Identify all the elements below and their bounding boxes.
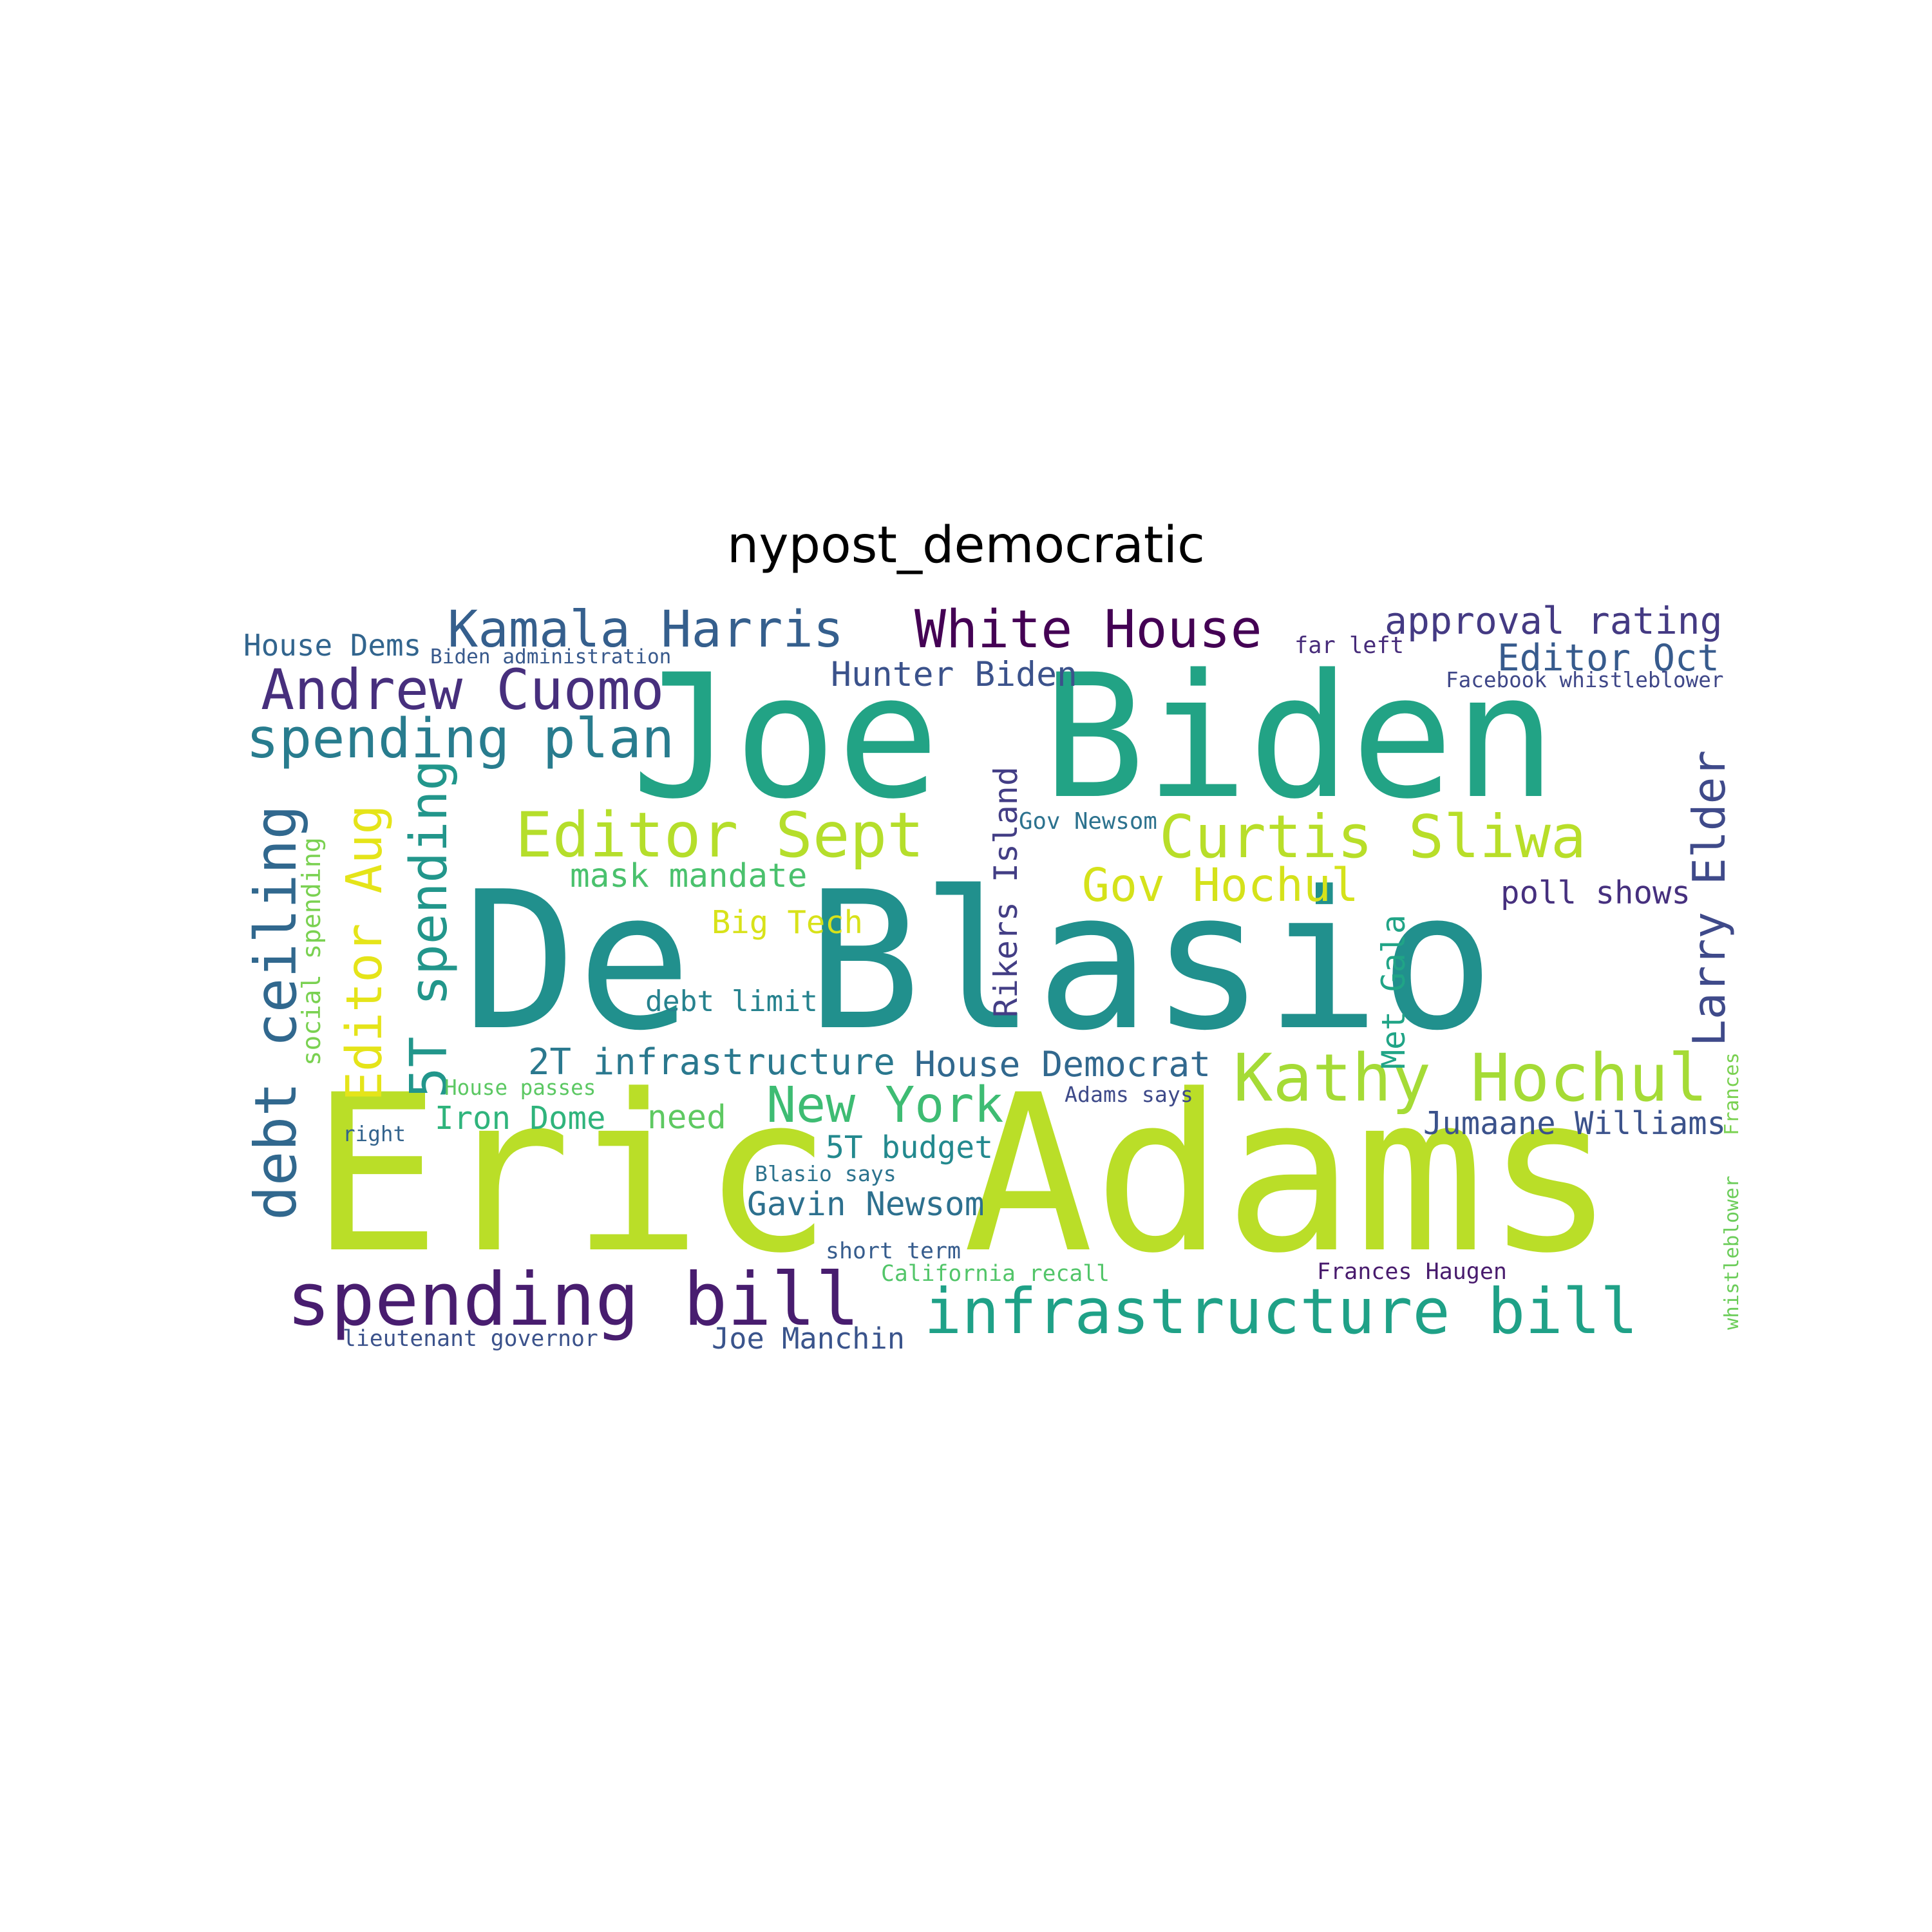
- word-curtis-sliwa: Curtis Sliwa: [1159, 802, 1587, 872]
- word-editor-sept: Editor Sept: [515, 799, 925, 871]
- word-editor-oct: Editor Oct: [1497, 636, 1719, 680]
- word-frances-haugen: Frances Haugen: [1317, 1259, 1508, 1285]
- word-rikers-island: Rikers Island: [987, 766, 1025, 1018]
- word-short-term: short term: [826, 1238, 961, 1264]
- word-kamala-harris: Kamala Harris: [448, 600, 844, 659]
- word-whistleblower: whistleblower: [1720, 1175, 1743, 1330]
- word-approval-rating: approval rating: [1385, 598, 1723, 643]
- word-gov-newsom: Gov Newsom: [1019, 808, 1157, 835]
- word-white-house: White House: [914, 598, 1262, 660]
- word-mask-mandate: mask mandate: [570, 857, 808, 895]
- word-hunter-biden: Hunter Biden: [831, 655, 1077, 695]
- word-right: right: [343, 1121, 406, 1146]
- word-big-tech: Big Tech: [712, 904, 864, 941]
- word-5t-spending: 5T spending: [399, 759, 459, 1098]
- word-debt-ceiling: debt ceiling: [242, 804, 310, 1220]
- word-spending-plan: spending plan: [246, 707, 675, 771]
- word-adams-says: Adams says: [1065, 1082, 1193, 1108]
- word-biden-administration: Biden administration: [430, 645, 672, 669]
- word-need: need: [647, 1098, 726, 1137]
- word-2t-infrastructure: 2T infrastructure: [528, 1041, 895, 1084]
- word-joe-manchin: Joe Manchin: [712, 1321, 905, 1356]
- word-debt-limit: debt limit: [645, 985, 818, 1018]
- word-de-blasio: De Blasio: [462, 850, 1495, 1073]
- word-facebook-whistleblower: Facebook whistleblower: [1446, 667, 1724, 692]
- word-5t-budget: 5T budget: [826, 1130, 994, 1166]
- word-infrastructure-bill: infrastructure bill: [924, 1275, 1638, 1349]
- word-house-democrat: House Democrat: [914, 1043, 1211, 1085]
- figure-title: nypost_democratic: [726, 516, 1206, 574]
- word-met-gala: Met Gala: [1375, 914, 1413, 1069]
- word-lieutenant-governor: lieutenant governor: [343, 1325, 598, 1352]
- word-house-dems: House Dems: [243, 627, 422, 663]
- word-social-spending: social spending: [297, 837, 327, 1066]
- word-frances: Frances: [1720, 1052, 1743, 1135]
- word-iron-dome: Iron Dome: [435, 1099, 606, 1137]
- word-andrew-cuomo: Andrew Cuomo: [261, 658, 665, 723]
- word-larry-elder: Larry Elder: [1683, 750, 1736, 1046]
- word-new-york: New York: [766, 1077, 1004, 1135]
- word-house-passes: House passes: [444, 1075, 596, 1100]
- word-editor-aug: Editor Aug: [336, 804, 394, 1101]
- word-blasio-says: Blasio says: [755, 1161, 896, 1187]
- word-gavin-newsom: Gavin Newsom: [747, 1185, 985, 1224]
- word-kathy-hochul: Kathy Hochul: [1233, 1040, 1708, 1117]
- word-poll-shows: poll shows: [1501, 875, 1691, 912]
- word-spending-bill: spending bill: [287, 1256, 860, 1342]
- word-joe-biden: Joe Biden: [631, 638, 1557, 837]
- word-jumaane-williams: Jumaane Williams: [1423, 1104, 1727, 1142]
- word-california-recall: California recall: [881, 1260, 1110, 1287]
- word-gov-hochul: Gov Hochul: [1082, 858, 1359, 913]
- word-eric-adams: Eric Adams: [310, 1048, 1616, 1301]
- word-far-left: far left: [1294, 632, 1405, 659]
